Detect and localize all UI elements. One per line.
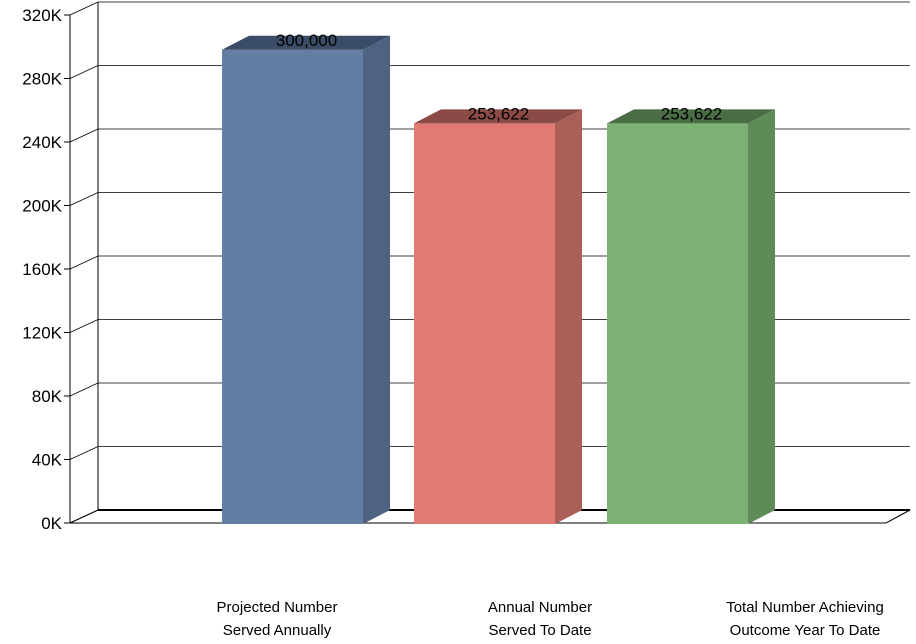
category-label: Served To Date [488, 622, 591, 639]
bar [222, 49, 363, 524]
y-tick-label: 160K [22, 260, 62, 279]
bar-side [555, 109, 582, 525]
gridline-depth [69, 446, 99, 460]
y-tick-label: 320K [22, 6, 62, 25]
y-tick-label: 80K [32, 387, 63, 406]
category-label: Projected Number [217, 599, 338, 616]
bar-top [607, 109, 775, 124]
y-tick-label: 120K [22, 324, 62, 343]
y-tick-label: 0K [41, 514, 62, 533]
data-label: 253,622 [468, 104, 529, 123]
gridline-depth [69, 255, 99, 270]
gridline-depth [69, 65, 99, 79]
category-label: Annual Number [488, 599, 592, 616]
gridline-depth [69, 1, 99, 16]
data-label: 300,000 [276, 31, 337, 50]
y-tick-label: 200K [22, 197, 62, 216]
y-tick-label: 280K [22, 70, 62, 89]
gridline-depth [69, 382, 99, 397]
gridline-depth [69, 192, 99, 206]
bar-top [222, 35, 390, 50]
bar-top [414, 109, 582, 124]
y-tick-label: 40K [32, 451, 63, 470]
label-layer: 300,000 Projected Number Served Annually 25… [217, 31, 884, 639]
category-label: Total Number Achieving [726, 599, 884, 616]
bar [607, 123, 748, 525]
gridline-depth [69, 319, 99, 333]
bar [414, 123, 555, 525]
bar-side [363, 35, 390, 524]
bar-side [748, 109, 775, 525]
data-label: 253,622 [661, 104, 722, 123]
category-label: Served Annually [223, 622, 332, 639]
gridline-depth [69, 128, 99, 143]
bar-layer [222, 35, 775, 525]
y-tick-label: 240K [22, 133, 62, 152]
category-label: Outcome Year To Date [730, 622, 881, 639]
